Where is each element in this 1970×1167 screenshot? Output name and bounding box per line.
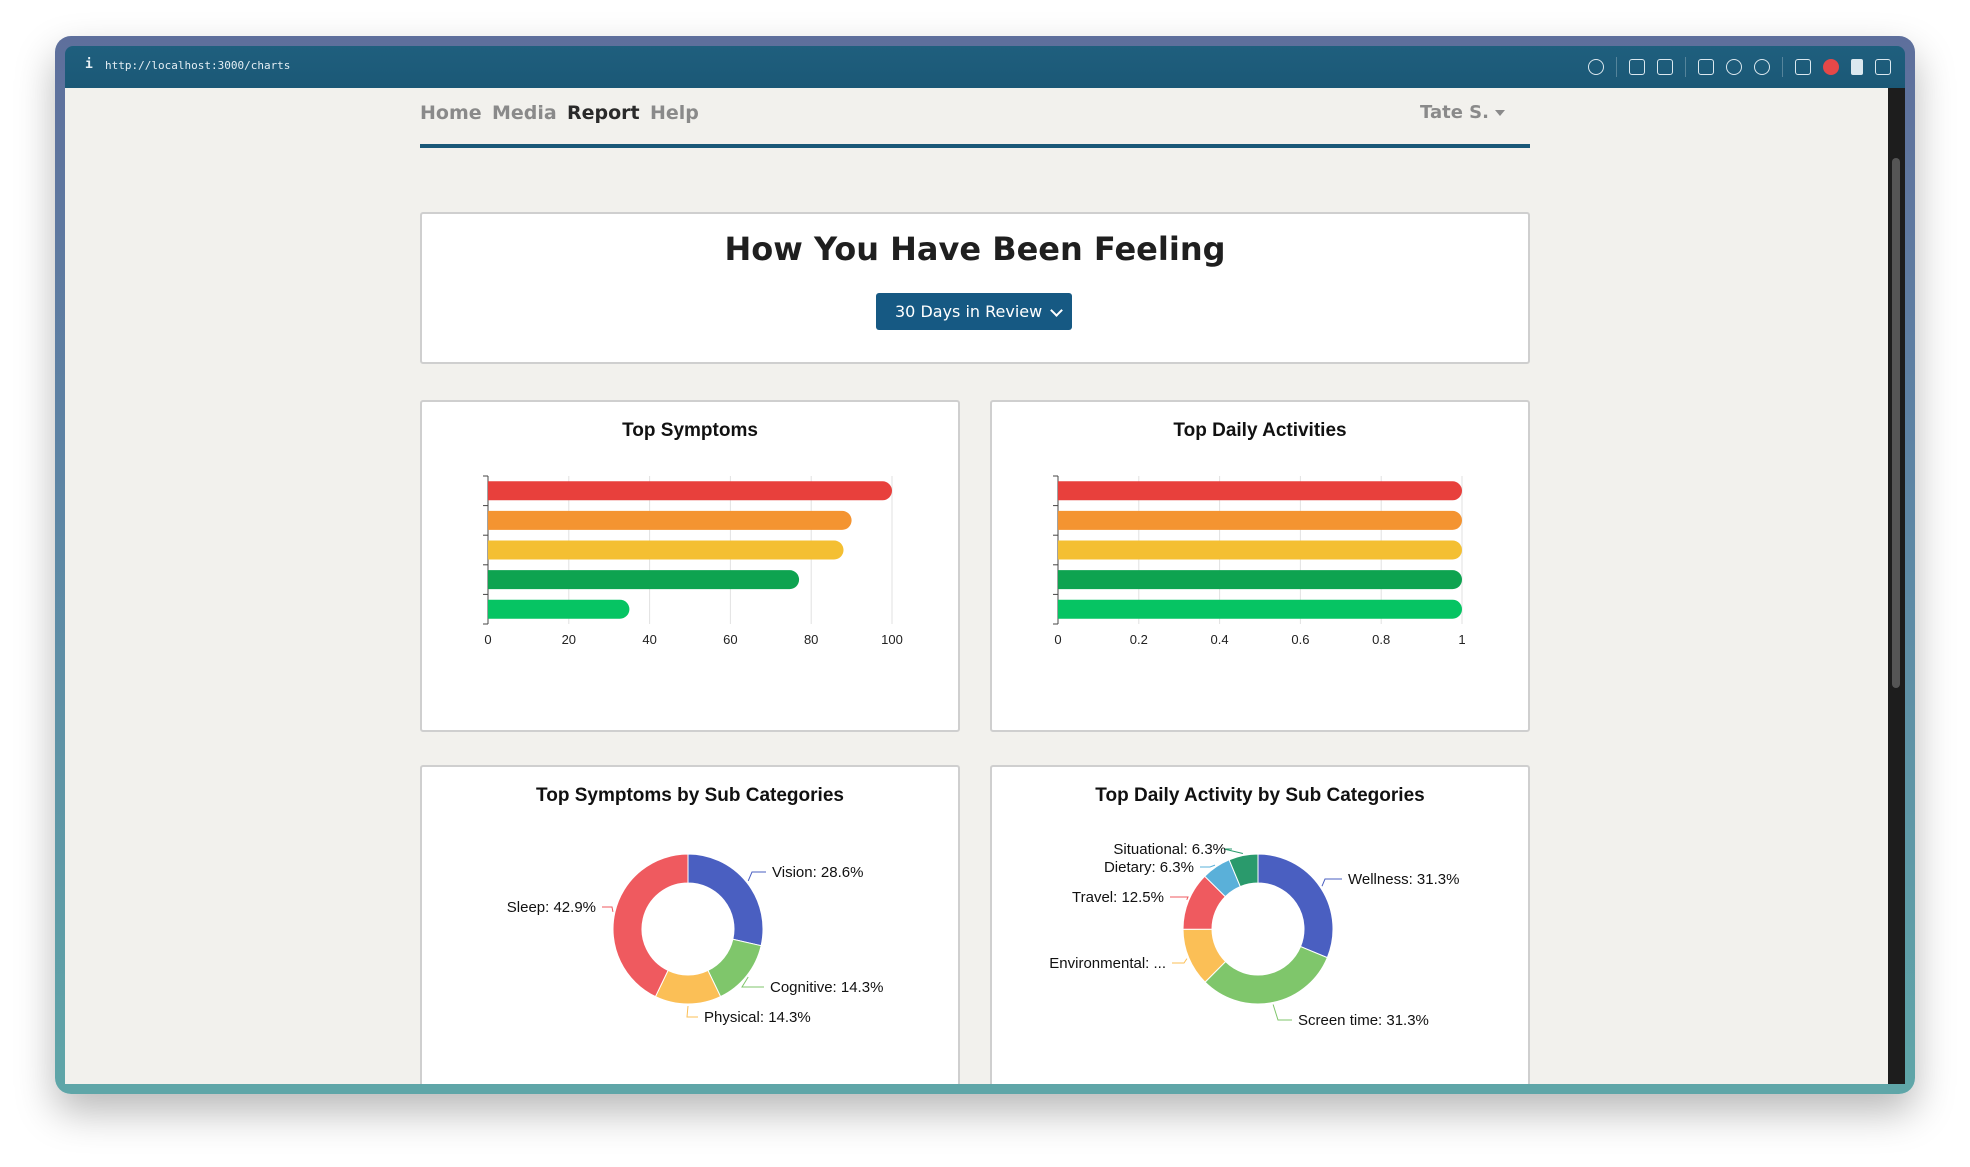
toolbar-divider bbox=[1782, 57, 1783, 77]
activity-subcategories-card: Top Daily Activity by Sub Categories Wel… bbox=[990, 765, 1530, 1084]
feeling-summary-card: How You Have Been Feeling 30 Days in Rev… bbox=[420, 212, 1530, 364]
extension-icon[interactable] bbox=[1795, 59, 1811, 75]
chart-title: Top Symptoms bbox=[622, 420, 758, 441]
x-tick-label: 0 bbox=[1054, 632, 1061, 647]
range-select-value: 30 Days in Review bbox=[895, 302, 1043, 321]
slice-label: Cognitive: 14.3% bbox=[770, 979, 883, 996]
slice-label: Situational: 6.3% bbox=[1113, 841, 1226, 858]
range-select[interactable]: 30 Days in Review bbox=[876, 293, 1072, 330]
address-bar[interactable]: http://localhost:3000/charts bbox=[105, 59, 291, 72]
bar bbox=[1058, 481, 1462, 501]
nav-link-report[interactable]: Report bbox=[567, 102, 640, 124]
chart-title: Top Daily Activities bbox=[1173, 420, 1347, 441]
donut-slice bbox=[612, 853, 689, 998]
label-leader-line bbox=[1200, 864, 1216, 868]
nav-link-media[interactable]: Media bbox=[492, 102, 557, 124]
toolbar-divider bbox=[1616, 57, 1617, 77]
bar bbox=[1058, 510, 1462, 530]
sidebar-toggle-icon[interactable] bbox=[1875, 59, 1891, 75]
x-tick-label: 0.4 bbox=[1211, 632, 1229, 647]
label-leader-line bbox=[747, 871, 766, 882]
label-leader-line bbox=[1172, 958, 1188, 964]
x-tick-label: 60 bbox=[723, 632, 737, 647]
camera-icon[interactable] bbox=[1657, 59, 1673, 75]
bar bbox=[1058, 599, 1462, 619]
chart-title: Top Symptoms by Sub Categories bbox=[536, 785, 844, 806]
user-menu[interactable]: Tate S. bbox=[1420, 102, 1505, 123]
record-icon[interactable] bbox=[1823, 59, 1839, 75]
scrollbar-thumb[interactable] bbox=[1892, 158, 1900, 688]
bar bbox=[488, 540, 844, 560]
x-tick-label: 0 bbox=[484, 632, 491, 647]
activity-subcategories-chart: Wellness: 31.3% Screen time: 31.3% Environ… bbox=[1049, 841, 1459, 1029]
top-nav: Home Media Report Help Tate S. bbox=[420, 88, 1530, 148]
globe-icon[interactable] bbox=[1726, 59, 1742, 75]
donut-slice bbox=[1204, 945, 1328, 1005]
symptoms-subcategories-chart: Vision: 28.6% Cognitive: 14.3% Physical: 1… bbox=[507, 853, 883, 1026]
bar bbox=[1058, 570, 1462, 590]
label-leader-line bbox=[686, 1005, 698, 1018]
bar bbox=[488, 599, 630, 619]
symptoms-subcategories-card: Top Symptoms by Sub Categories Vision: 2… bbox=[420, 765, 960, 1084]
bar bbox=[488, 481, 892, 501]
x-tick-label: 1 bbox=[1458, 632, 1465, 647]
top-daily-activities-card: Top Daily Activities 0 0.2 0.4 0.6 0.8 1 bbox=[990, 400, 1530, 732]
donut-slice bbox=[1257, 853, 1334, 959]
label-leader-line bbox=[1272, 1004, 1292, 1021]
info-icon[interactable]: i bbox=[85, 57, 93, 72]
x-tick-label: 80 bbox=[804, 632, 818, 647]
label-leader-line bbox=[1223, 848, 1244, 854]
screenshot-icon[interactable] bbox=[1629, 59, 1645, 75]
slice-label: Vision: 28.6% bbox=[772, 864, 863, 881]
top-daily-activities-chart: 0 0.2 0.4 0.6 0.8 1 bbox=[1053, 475, 1466, 647]
label-leader-line bbox=[741, 976, 764, 988]
toolbar-divider bbox=[1685, 57, 1686, 77]
chart-title: Top Daily Activity by Sub Categories bbox=[1095, 785, 1425, 806]
label-leader-line bbox=[1321, 878, 1342, 887]
donut-slice bbox=[1228, 853, 1259, 888]
x-tick-label: 20 bbox=[562, 632, 576, 647]
slice-label: Physical: 14.3% bbox=[704, 1009, 811, 1026]
scrollbar[interactable] bbox=[1888, 88, 1905, 1084]
user-name: Tate S. bbox=[1420, 102, 1489, 123]
bar bbox=[488, 510, 852, 530]
browser-toolbar: i http://localhost:3000/charts bbox=[65, 46, 1905, 88]
bar bbox=[1058, 540, 1462, 560]
x-tick-label: 0.6 bbox=[1291, 632, 1309, 647]
slice-label: Sleep: 42.9% bbox=[507, 899, 596, 916]
slice-label: Travel: 12.5% bbox=[1072, 889, 1164, 906]
slice-label: Dietary: 6.3% bbox=[1104, 859, 1194, 876]
label-leader-line bbox=[602, 906, 614, 912]
slice-label: Screen time: 31.3% bbox=[1298, 1012, 1429, 1029]
nav-link-help[interactable]: Help bbox=[650, 102, 699, 124]
nav-link-home[interactable]: Home bbox=[420, 102, 482, 124]
bar bbox=[488, 570, 800, 590]
link-icon[interactable] bbox=[1588, 59, 1604, 75]
page-title: How You Have Been Feeling bbox=[724, 230, 1226, 268]
browser-window: i http://localhost:3000/charts Home Medi… bbox=[55, 36, 1915, 1094]
toolbar-icons bbox=[1576, 57, 1891, 77]
chevron-down-icon bbox=[1050, 304, 1063, 317]
terminal-icon[interactable] bbox=[1698, 59, 1714, 75]
x-tick-label: 0.8 bbox=[1372, 632, 1390, 647]
top-symptoms-chart: 0 20 40 60 80 100 bbox=[483, 475, 903, 647]
label-leader-line bbox=[1170, 896, 1189, 901]
x-tick-label: 100 bbox=[881, 632, 903, 647]
x-tick-label: 0.2 bbox=[1130, 632, 1148, 647]
slice-label: Environmental: ... bbox=[1049, 955, 1166, 972]
slice-label: Wellness: 31.3% bbox=[1348, 871, 1459, 888]
top-symptoms-card: Top Symptoms 0 20 40 60 80 100 bbox=[420, 400, 960, 732]
crosshair-icon[interactable] bbox=[1754, 59, 1770, 75]
document-icon[interactable] bbox=[1851, 59, 1863, 75]
donut-slice bbox=[687, 853, 764, 947]
page-viewport: Home Media Report Help Tate S. How You H… bbox=[65, 88, 1888, 1084]
x-tick-label: 40 bbox=[642, 632, 656, 647]
caret-down-icon bbox=[1495, 110, 1505, 116]
